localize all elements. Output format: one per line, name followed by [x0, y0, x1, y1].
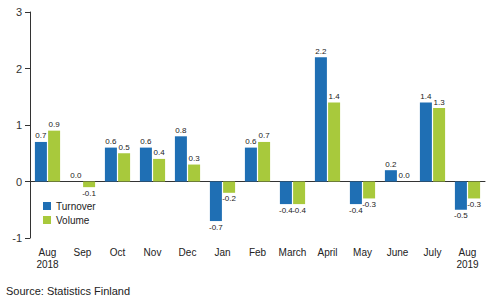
- svg-text:Sep: Sep: [74, 247, 92, 258]
- svg-text:Jan: Jan: [214, 247, 230, 258]
- svg-text:0.4: 0.4: [154, 148, 166, 157]
- svg-text:Volume: Volume: [56, 215, 90, 226]
- svg-text:2019: 2019: [456, 259, 479, 270]
- svg-text:-0.1: -0.1: [82, 189, 96, 198]
- svg-text:1.3: 1.3: [434, 98, 446, 107]
- svg-text:0.8: 0.8: [175, 126, 187, 135]
- svg-text:May: May: [353, 247, 372, 258]
- svg-text:0.2: 0.2: [385, 160, 397, 169]
- svg-text:Oct: Oct: [110, 247, 126, 258]
- svg-text:-0.4: -0.4: [349, 206, 363, 215]
- svg-text:Aug: Aug: [39, 247, 57, 258]
- svg-text:-0.3: -0.3: [467, 200, 481, 209]
- svg-text:-0.4: -0.4: [279, 206, 293, 215]
- svg-text:0.7: 0.7: [259, 131, 271, 140]
- svg-text:Turnover: Turnover: [56, 201, 96, 212]
- svg-text:-0.4: -0.4: [292, 206, 306, 215]
- svg-text:2.2: 2.2: [315, 47, 327, 56]
- svg-text:0.9: 0.9: [49, 120, 61, 129]
- svg-text:-0.3: -0.3: [362, 200, 376, 209]
- svg-text:Source: Statistics Finland: Source: Statistics Finland: [6, 285, 130, 297]
- svg-text:0.0: 0.0: [399, 171, 411, 180]
- svg-text:Aug: Aug: [459, 247, 477, 258]
- svg-text:0.0: 0.0: [70, 171, 82, 180]
- svg-text:Dec: Dec: [179, 247, 197, 258]
- svg-text:Feb: Feb: [249, 247, 267, 258]
- svg-text:2: 2: [16, 63, 22, 75]
- svg-text:March: March: [279, 247, 307, 258]
- svg-text:0.3: 0.3: [189, 154, 201, 163]
- svg-text:Nov: Nov: [144, 247, 162, 258]
- svg-text:-1: -1: [12, 232, 22, 244]
- svg-text:0.5: 0.5: [119, 143, 131, 152]
- svg-text:-0.2: -0.2: [222, 194, 236, 203]
- svg-text:April: April: [317, 247, 337, 258]
- svg-text:-0.7: -0.7: [209, 223, 223, 232]
- svg-text:1.4: 1.4: [420, 92, 432, 101]
- svg-text:0.7: 0.7: [35, 131, 47, 140]
- svg-text:2018: 2018: [36, 259, 59, 270]
- svg-text:0.6: 0.6: [140, 137, 152, 146]
- svg-text:June: June: [387, 247, 409, 258]
- svg-text:0.6: 0.6: [245, 137, 257, 146]
- svg-text:July: July: [424, 247, 442, 258]
- svg-text:1: 1: [16, 119, 22, 131]
- svg-text:1.4: 1.4: [329, 92, 341, 101]
- svg-text:3: 3: [16, 6, 22, 18]
- svg-text:0.6: 0.6: [105, 137, 117, 146]
- svg-text:-0.5: -0.5: [454, 211, 468, 220]
- svg-text:0: 0: [16, 176, 22, 188]
